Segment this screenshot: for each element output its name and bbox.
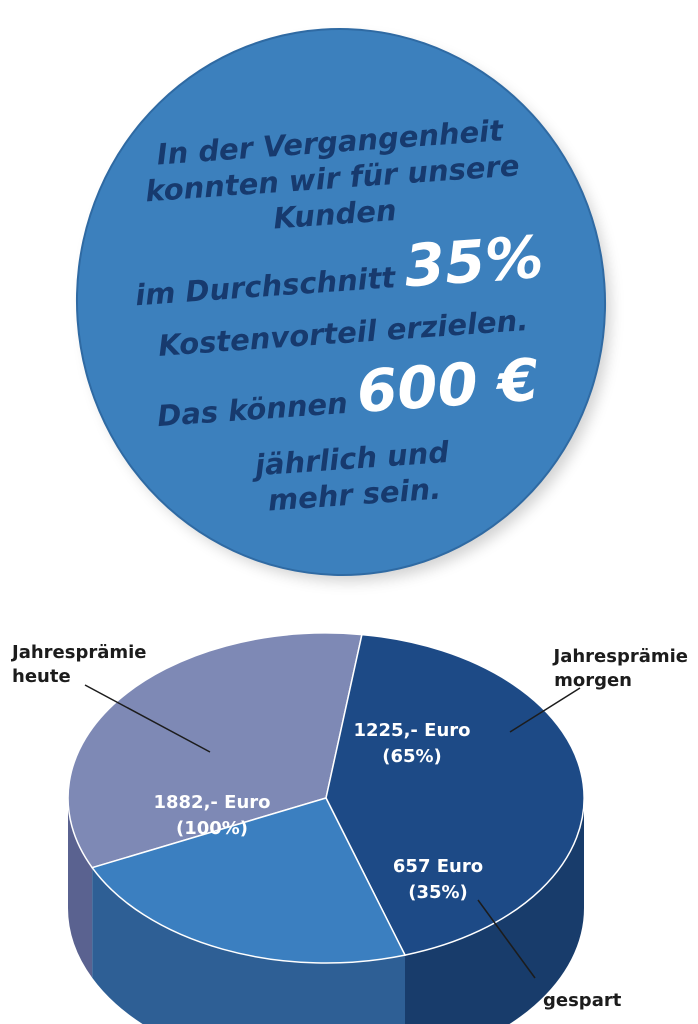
slice-morgen-value: 1225,- Euro	[353, 720, 470, 741]
leader-line-morgen	[509, 687, 581, 733]
callout-morgen-line1: Jahresprämie	[552, 646, 689, 667]
slice-heute-value: 1882,- Euro	[153, 792, 270, 813]
slice-gespart-percent: (35%)	[408, 882, 468, 903]
pie-side-heute	[68, 798, 93, 978]
pie-side-morgen	[405, 798, 584, 1024]
callout-morgen-line2: morgen	[554, 670, 632, 691]
callout-gespart: gespart	[543, 990, 622, 1011]
leader-line-heute	[84, 684, 211, 753]
slice-morgen-percent: (65%)	[382, 746, 442, 767]
pie-chart: Jahresprämie heute Jahresprämie morgen g…	[10, 632, 689, 1024]
badge-line-6-text: Das können	[156, 385, 349, 434]
slice-heute-percent: (100%)	[176, 818, 248, 839]
pie-slice-gespart	[90, 797, 407, 964]
leader-line-gespart	[477, 899, 536, 979]
callout-heute-line2: heute	[12, 666, 71, 687]
callout-heute-line1: Jahresprämie	[10, 642, 147, 663]
slice-gespart-value: 657 Euro	[393, 856, 483, 877]
badge-percent-highlight: 35%	[402, 222, 546, 301]
badge-line-4-text: im Durchschnitt	[134, 260, 397, 313]
pie-slice-morgen	[325, 633, 585, 956]
badge-amount-highlight: 600 €	[354, 345, 541, 427]
badge-line-6: Das können 600 €	[84, 346, 612, 438]
promo-circle: In der Vergangenheit konnten wir für uns…	[59, 12, 623, 592]
pie-side-gespart	[92, 867, 405, 1024]
